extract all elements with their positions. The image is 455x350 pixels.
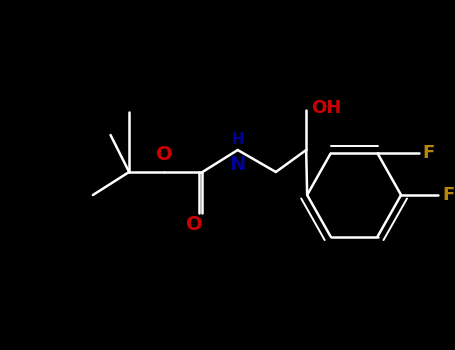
Text: OH: OH	[311, 99, 341, 117]
Text: F: F	[442, 186, 455, 204]
Text: F: F	[423, 145, 435, 162]
Text: H: H	[231, 132, 244, 147]
Text: O: O	[156, 145, 172, 164]
Text: O: O	[187, 216, 203, 234]
Text: N: N	[230, 155, 246, 174]
